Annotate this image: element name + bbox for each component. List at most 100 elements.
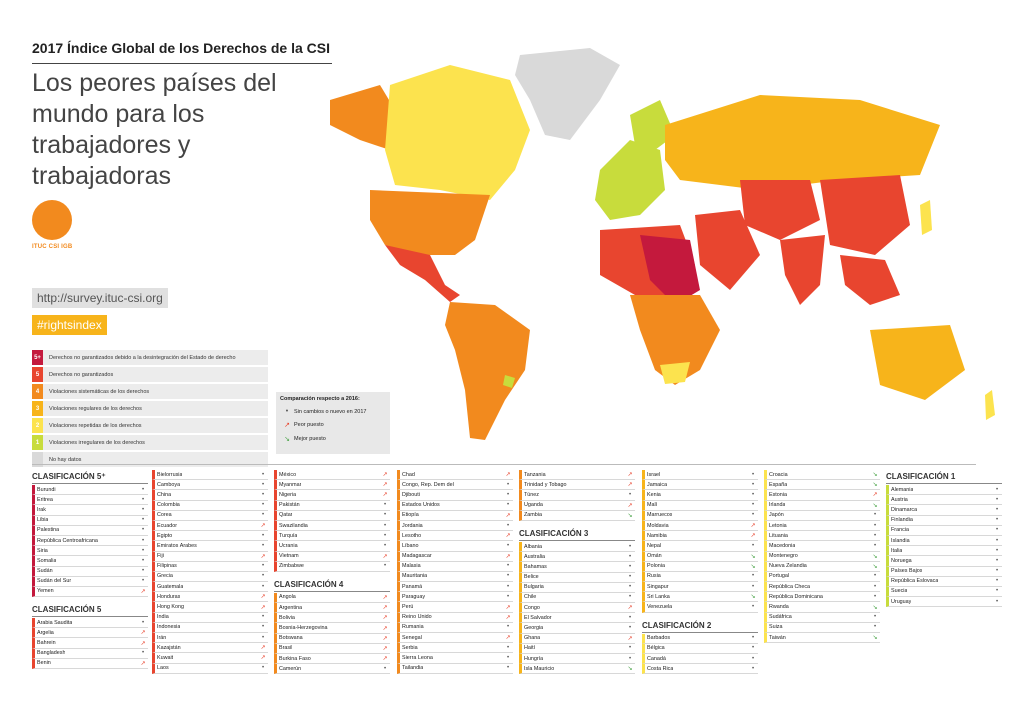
country-row: Qatar • <box>274 510 390 521</box>
country-row: Lituania • <box>764 531 880 542</box>
country-name: Finlandia <box>891 517 913 524</box>
trend-same-icon: • <box>873 614 877 621</box>
classification-heading: CLASIFICACIÓN 2 <box>642 619 758 633</box>
ranking-column: Bielorrusia • Camboya • China • Colombia • Corea… <box>152 470 268 674</box>
logo-circle <box>32 200 72 240</box>
country-row: Uganda ↗ <box>519 500 635 511</box>
comparison-label: Peor puesto <box>294 422 324 428</box>
country-row: Noruega • <box>886 556 1002 567</box>
trend-up-icon: ↗ <box>260 655 266 662</box>
ranking-column: CLASIFICACIÓN 5⁺ Burundi • Eritrea • Irak • Lib… <box>32 470 148 669</box>
hashtag-link[interactable]: #rightsindex <box>32 315 107 335</box>
country-row: Laos • <box>152 663 268 674</box>
country-name: Benin <box>37 660 51 667</box>
survey-link[interactable]: http://survey.ituc-csi.org <box>32 288 168 308</box>
country-name: Colombia <box>157 502 180 509</box>
country-row: Yemen ↗ <box>32 586 148 598</box>
ranking-column: México ↗ Myanmar ↗ Nigeria ↗ Pakistán • Qatar • Sw… <box>274 470 390 675</box>
legend-label: Violaciones regulares de los derechos <box>49 405 142 412</box>
trend-same-icon: • <box>628 625 632 632</box>
country-name: Vietnam <box>279 553 299 560</box>
country-name: Corea <box>157 512 172 519</box>
country-row: Etiopía ↗ <box>397 510 513 521</box>
trend-same-icon: • <box>261 542 265 549</box>
trend-same-icon: • <box>751 655 755 662</box>
map-usa <box>370 190 490 255</box>
country-row: Ghana ↗ <box>519 633 635 644</box>
country-row: Trinidad y Tobago ↗ <box>519 480 635 491</box>
country-row: Austria • <box>886 495 1002 506</box>
map-india <box>780 235 825 305</box>
rating-legend: 5+ Derechos no garantizados debido a la d… <box>32 350 268 469</box>
trend-up-icon: ↗ <box>627 502 633 509</box>
country-row: Marruecos • <box>642 510 758 521</box>
country-name: Uruguay <box>891 598 912 605</box>
country-name: Siria <box>37 547 48 554</box>
country-row: Panamá • <box>397 582 513 593</box>
country-row: Bielorrusia • <box>152 470 268 481</box>
country-name: Zambia <box>524 512 542 519</box>
country-row: Estonia ↗ <box>764 490 880 501</box>
country-name: Ecuador <box>157 522 178 529</box>
country-row: Colombia • <box>152 500 268 511</box>
trend-same-icon: • <box>751 645 755 652</box>
legend-swatch <box>32 452 43 467</box>
country-row: Bulgaria • <box>519 582 635 593</box>
trend-same-icon: • <box>383 522 387 529</box>
country-row: República Centroafricana • <box>32 535 148 547</box>
country-name: Myanmar <box>279 481 302 488</box>
trend-same-icon: • <box>506 491 510 498</box>
country-name: Somalia <box>37 557 57 564</box>
country-name: Países Bajos <box>891 568 923 575</box>
trend-same-icon: • <box>873 573 877 580</box>
map-china <box>820 175 910 255</box>
country-row: Kenia • <box>642 490 758 501</box>
trend-same-icon: • <box>261 573 265 580</box>
trend-same-icon: • <box>995 537 999 544</box>
country-name: Camerún <box>279 665 302 672</box>
trend-same-icon: • <box>751 604 755 611</box>
trend-same-icon: • <box>628 645 632 652</box>
map-south-africa <box>660 362 690 384</box>
country-row: Swazilandia • <box>274 520 390 532</box>
country-row: Arabia Saudita • <box>32 618 148 629</box>
country-name: Palestina <box>37 527 60 534</box>
trend-same-icon: • <box>285 408 289 415</box>
trend-same-icon: • <box>506 573 510 580</box>
country-name: Fiji <box>157 553 164 560</box>
trend-up-icon: ↗ <box>382 645 388 652</box>
country-row: Burkina Faso ↗ <box>274 654 390 665</box>
country-row: Madagascar ↗ <box>397 551 513 562</box>
map-greenland <box>515 48 620 140</box>
trend-down-icon: ↘ <box>750 563 756 570</box>
legend-swatch: 4 <box>32 384 43 399</box>
trend-same-icon: • <box>628 655 632 662</box>
comparison-legend: Comparación respecto a 2016: • Sin cambios… <box>276 392 390 454</box>
trend-same-icon: • <box>141 486 145 493</box>
country-row: Botswana ↗ <box>274 633 390 644</box>
country-name: Sri Lanka <box>647 593 670 600</box>
country-row: República Eslovaca • <box>886 576 1002 587</box>
country-row: Somalia • <box>32 556 148 567</box>
country-row: Burundi • <box>32 485 148 496</box>
trend-same-icon: • <box>261 665 265 672</box>
trend-up-icon: ↗ <box>627 635 633 642</box>
trend-up-icon: ↗ <box>382 625 388 632</box>
classification-heading: CLASIFICACIÓN 5 <box>32 603 148 618</box>
country-name: Bahamas <box>524 563 547 570</box>
trend-same-icon: • <box>995 517 999 524</box>
country-row: Japón • <box>764 510 880 521</box>
classification-heading: CLASIFICACIÓN 4 <box>274 578 390 592</box>
country-row: Sudán del Sur • <box>32 576 148 587</box>
country-row: Países Bajos • <box>886 566 1002 577</box>
trend-down-icon: ↘ <box>872 472 878 479</box>
country-name: Nepal <box>647 542 662 549</box>
country-row: Suecia • <box>886 586 1002 598</box>
trend-same-icon: • <box>506 665 510 672</box>
country-name: Australia <box>524 553 545 560</box>
trend-same-icon: • <box>141 619 145 626</box>
trend-same-icon: • <box>628 553 632 560</box>
trend-up-icon: ↗ <box>260 523 266 530</box>
country-row: Italia • <box>886 546 1002 557</box>
map-africa-south <box>630 295 720 385</box>
